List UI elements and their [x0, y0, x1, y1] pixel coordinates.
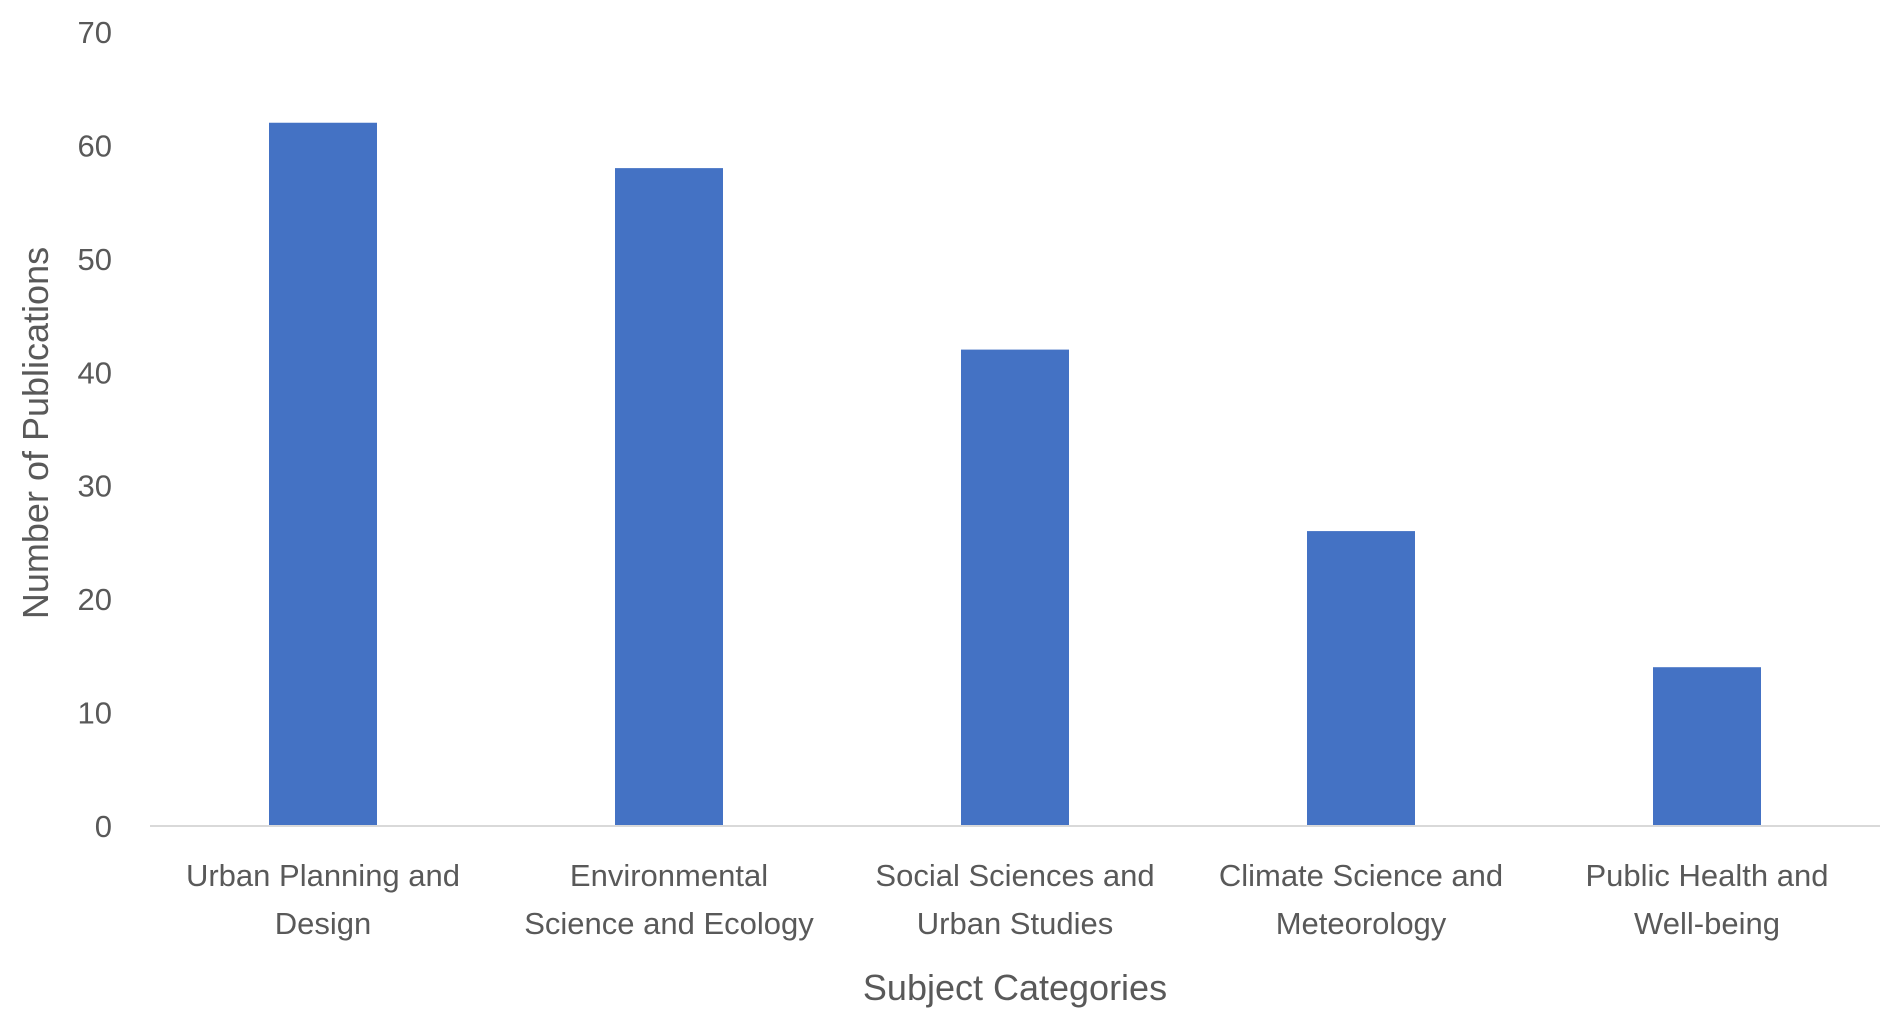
y-tick-label: 40: [78, 355, 112, 390]
x-tick-label: Environmental Science and Ecology: [524, 858, 814, 941]
bars: [269, 122, 1761, 827]
bar: [269, 122, 377, 826]
x-tick-label: Urban Planning and Design: [186, 858, 460, 941]
x-tick-label: Public Health and Well-being: [1586, 858, 1829, 941]
y-tick-label: 0: [95, 809, 112, 844]
x-axis-labels: Urban Planning and Design Environmental Sci…: [186, 858, 1829, 941]
bar: [961, 349, 1069, 826]
bar: [1307, 531, 1415, 826]
bar: [1653, 667, 1761, 826]
y-tick-label: 50: [78, 242, 112, 277]
y-tick-label: 60: [78, 128, 112, 163]
bar: [615, 168, 723, 827]
y-tick-label: 30: [78, 469, 112, 504]
y-axis-ticks: 0 10 20 30 40 50 60 70: [78, 15, 112, 844]
y-tick-label: 10: [78, 696, 112, 731]
x-axis-title: Subject Categories: [863, 967, 1167, 1008]
y-tick-label: 70: [78, 15, 112, 50]
x-tick-label: Climate Science and Meteorology: [1219, 858, 1503, 941]
y-axis-title: Number of Publications: [15, 247, 56, 619]
y-tick-label: 20: [78, 582, 112, 617]
x-tick-label: Social Sciences and Urban Studies: [875, 858, 1154, 941]
